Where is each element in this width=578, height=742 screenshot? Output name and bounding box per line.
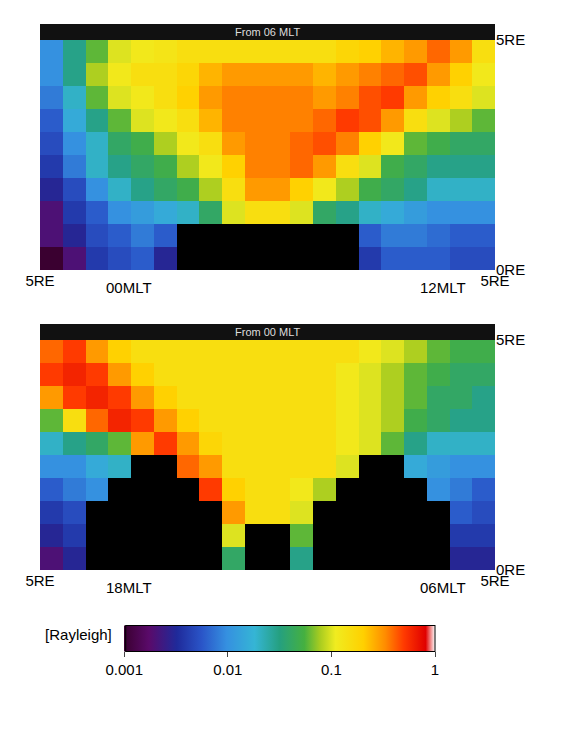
svg-text:5RE: 5RE <box>480 272 509 289</box>
svg-text:0.1: 0.1 <box>321 661 342 678</box>
svg-text:0.01: 0.01 <box>213 661 242 678</box>
svg-text:5RE: 5RE <box>496 31 525 48</box>
svg-text:00MLT: 00MLT <box>106 279 152 296</box>
svg-text:[Rayleigh]: [Rayleigh] <box>45 626 112 643</box>
svg-text:5RE: 5RE <box>480 572 509 589</box>
svg-text:0RE: 0RE <box>496 261 525 278</box>
svg-text:06MLT: 06MLT <box>420 579 466 596</box>
svg-text:5RE: 5RE <box>25 272 54 289</box>
svg-text:5RE: 5RE <box>496 331 525 348</box>
svg-text:5RE: 5RE <box>25 572 54 589</box>
svg-text:0RE: 0RE <box>496 561 525 578</box>
svg-text:1: 1 <box>431 661 439 678</box>
svg-text:From 00 MLT: From 00 MLT <box>235 326 300 338</box>
svg-text:0.001: 0.001 <box>105 661 143 678</box>
svg-text:From 06 MLT: From 06 MLT <box>235 26 300 38</box>
svg-text:12MLT: 12MLT <box>420 279 466 296</box>
svg-text:18MLT: 18MLT <box>106 579 152 596</box>
